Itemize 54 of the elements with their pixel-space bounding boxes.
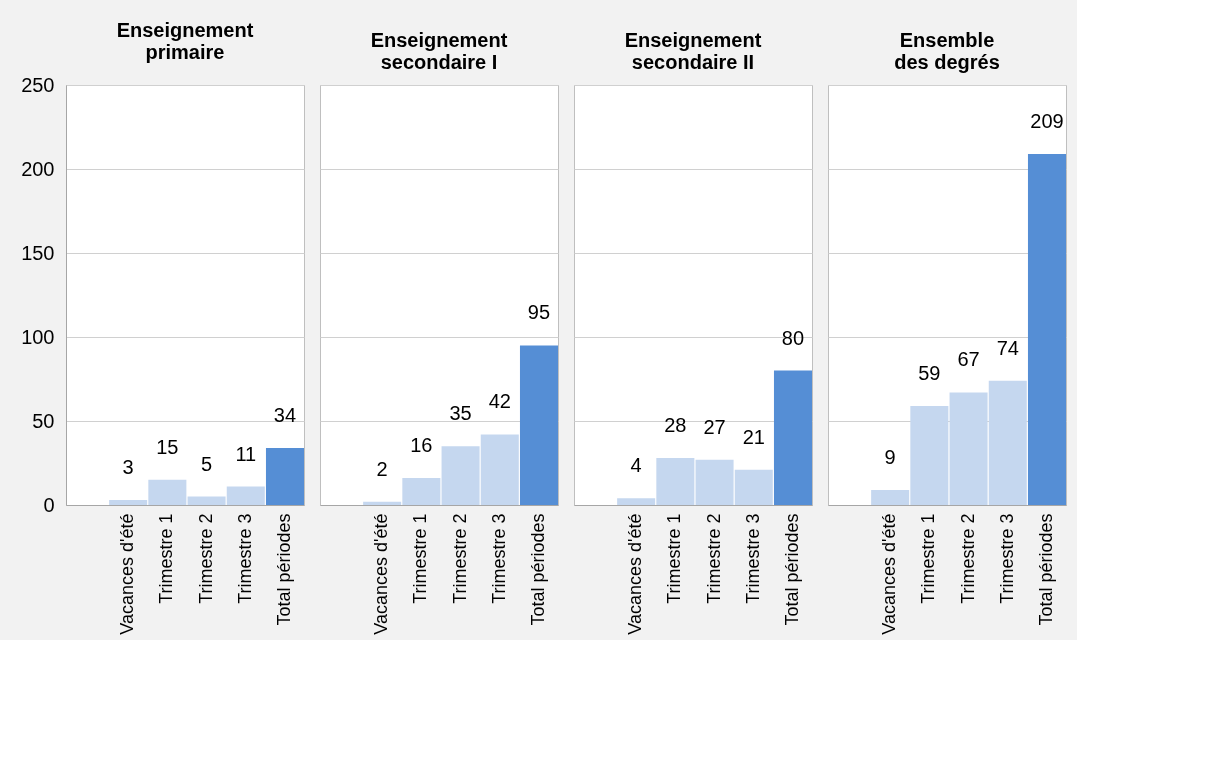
data-label: 28 bbox=[664, 413, 687, 436]
x-tick-label: Trimestre 3 bbox=[996, 513, 1017, 604]
bar bbox=[265, 447, 304, 505]
x-tick-label: Trimestre 1 bbox=[410, 513, 431, 604]
data-label: 59 bbox=[918, 361, 941, 384]
x-tick-label: Vacances d'été bbox=[371, 513, 392, 635]
x-tick-label: Total périodes bbox=[273, 513, 294, 626]
data-label: 74 bbox=[996, 336, 1019, 359]
x-tick-label: Trimestre 3 bbox=[488, 513, 509, 604]
x-tick-label: Trimestre 1 bbox=[918, 513, 939, 604]
x-tick-label: Trimestre 2 bbox=[703, 513, 724, 604]
data-label: 42 bbox=[488, 390, 511, 413]
x-tick-label: Trimestre 2 bbox=[195, 513, 216, 604]
y-tick-label: 250 bbox=[21, 73, 55, 96]
data-label: 95 bbox=[527, 301, 551, 324]
data-label: 9 bbox=[884, 445, 896, 468]
data-label: 67 bbox=[957, 348, 980, 371]
y-tick-label: 150 bbox=[21, 241, 55, 264]
data-label: 2 bbox=[376, 457, 388, 480]
y-tick-label: 0 bbox=[43, 493, 55, 516]
data-label: 15 bbox=[156, 435, 179, 458]
x-tick-label: Total périodes bbox=[1035, 513, 1056, 626]
x-tick-label: Trimestre 2 bbox=[449, 513, 470, 604]
data-label: 3 bbox=[122, 455, 134, 478]
data-label: 209 bbox=[1030, 109, 1064, 132]
bar bbox=[1027, 153, 1066, 505]
data-label: 5 bbox=[201, 452, 213, 475]
x-tick-label: Trimestre 2 bbox=[957, 513, 978, 604]
y-tick-label: 50 bbox=[32, 409, 55, 432]
y-tick-label: 200 bbox=[21, 157, 55, 180]
x-tick-label: Vacances d'été bbox=[117, 513, 138, 635]
y-tick-label: 100 bbox=[21, 325, 55, 348]
bar bbox=[519, 345, 558, 505]
data-label: 27 bbox=[703, 415, 726, 438]
chart-title: Enseignement secondaire II bbox=[624, 29, 762, 73]
chart-title: Ensemble des degrés bbox=[894, 29, 1000, 73]
chart-title: Enseignement primaire bbox=[116, 19, 254, 63]
x-tick-label: Trimestre 1 bbox=[156, 513, 177, 604]
data-label: 34 bbox=[273, 403, 297, 426]
chart-title: Enseignement secondaire I bbox=[370, 29, 508, 73]
x-tick-label: Vacances d'été bbox=[879, 513, 900, 635]
x-tick-label: Trimestre 3 bbox=[742, 513, 763, 604]
data-label: 4 bbox=[630, 454, 642, 477]
x-tick-label: Vacances d'été bbox=[625, 513, 646, 635]
bar bbox=[773, 370, 812, 505]
data-label: 11 bbox=[235, 442, 257, 465]
x-tick-label: Total périodes bbox=[527, 513, 548, 626]
data-label: 35 bbox=[449, 402, 472, 425]
x-tick-label: Total périodes bbox=[781, 513, 802, 626]
data-label: 80 bbox=[781, 326, 805, 349]
x-tick-label: Trimestre 3 bbox=[234, 513, 255, 604]
x-tick-label: Trimestre 1 bbox=[664, 513, 685, 604]
data-label: 21 bbox=[742, 425, 765, 448]
data-label: 16 bbox=[410, 434, 433, 457]
